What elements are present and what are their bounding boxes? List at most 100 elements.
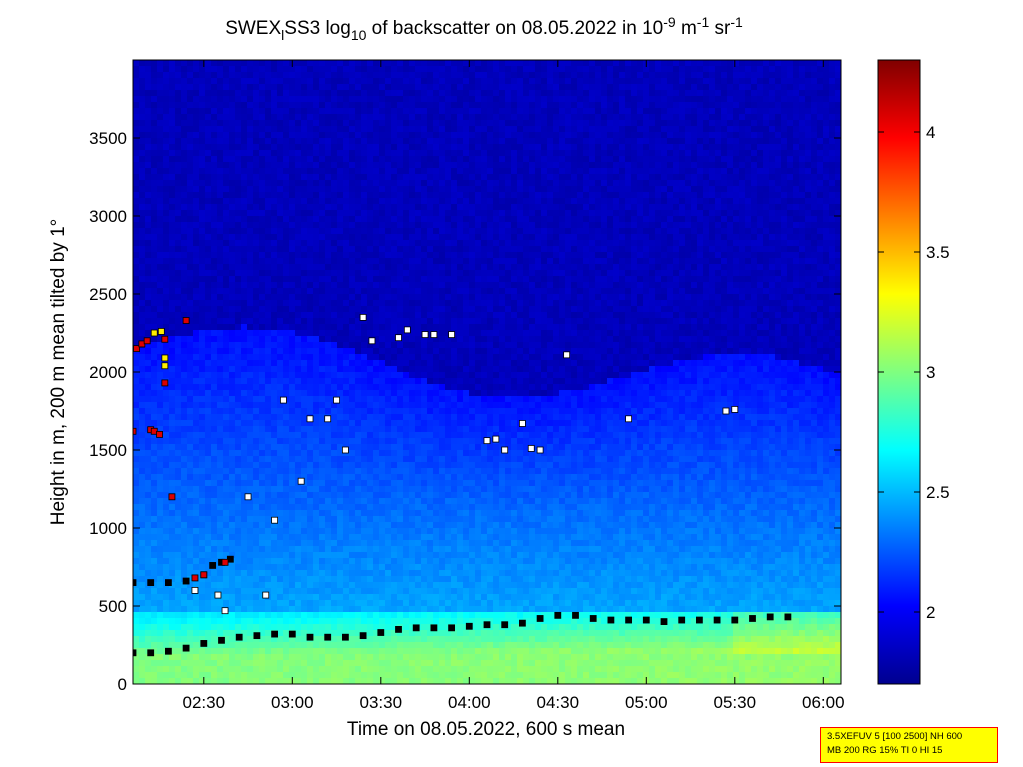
heatmap-cell: [751, 96, 758, 103]
heatmap-cell: [811, 144, 818, 151]
heatmap-cell: [157, 222, 164, 229]
heatmap-cell: [559, 192, 566, 199]
heatmap-cell: [211, 156, 218, 163]
heatmap-cell: [193, 72, 200, 79]
heatmap-cell: [247, 90, 254, 97]
heatmap-cell: [343, 60, 350, 67]
heatmap-cell: [343, 96, 350, 103]
heatmap-cell: [511, 174, 518, 181]
heatmap-cell: [757, 270, 764, 277]
heatmap-cell: [787, 198, 794, 205]
heatmap-cell: [529, 288, 536, 295]
heatmap-cell: [751, 84, 758, 91]
heatmap-cell: [163, 114, 170, 121]
heatmap-cell: [661, 204, 668, 211]
heatmap-cell: [451, 288, 458, 295]
heatmap-cell: [133, 120, 140, 127]
heatmap-cell: [145, 114, 152, 121]
heatmap-cell: [655, 126, 662, 133]
heatmap-cell: [583, 108, 590, 115]
heatmap-cell: [229, 72, 236, 79]
heatmap-cell: [433, 138, 440, 145]
heatmap-cell: [805, 78, 812, 85]
heatmap-cell: [673, 72, 680, 79]
heatmap-cell: [253, 240, 260, 247]
heatmap-cell: [409, 138, 416, 145]
heatmap-cell: [379, 228, 386, 235]
heatmap-cell: [715, 114, 722, 121]
heatmap-cell: [295, 288, 302, 295]
heatmap-cell: [697, 114, 704, 121]
heatmap-cell: [667, 282, 674, 289]
heatmap-cell: [595, 174, 602, 181]
heatmap-cell: [763, 300, 770, 307]
heatmap-cell: [547, 306, 554, 313]
heatmap-cell: [463, 198, 470, 205]
heatmap-cell: [781, 288, 788, 295]
heatmap-cell: [469, 120, 476, 127]
heatmap-cell: [559, 96, 566, 103]
heatmap-cell: [253, 198, 260, 205]
heatmap-cell: [799, 198, 806, 205]
heatmap-cell: [727, 198, 734, 205]
heatmap-cell: [211, 294, 218, 301]
heatmap-cell: [709, 228, 716, 235]
heatmap-cell: [367, 198, 374, 205]
heatmap-cell: [499, 144, 506, 151]
heatmap-cell: [163, 78, 170, 85]
heatmap-cell: [283, 108, 290, 115]
heatmap-cell: [451, 96, 458, 103]
heatmap-cell: [241, 138, 248, 145]
heatmap-cell: [823, 96, 830, 103]
heatmap-cell: [199, 180, 206, 187]
heatmap-cell: [697, 300, 704, 307]
heatmap-cell: [739, 240, 746, 247]
heatmap-cell: [541, 264, 548, 271]
heatmap-cell: [295, 192, 302, 199]
heatmap-cell: [439, 132, 446, 139]
heatmap-cell: [187, 72, 194, 79]
heatmap-cell: [349, 294, 356, 301]
heatmap-cell: [385, 102, 392, 109]
heatmap-cell: [583, 96, 590, 103]
heatmap-cell: [637, 234, 644, 241]
heatmap-cell: [817, 282, 824, 289]
heatmap-cell: [295, 120, 302, 127]
heatmap-cell: [235, 282, 242, 289]
heatmap-cell: [703, 150, 710, 157]
heatmap-cell: [445, 306, 452, 313]
heatmap-cell: [211, 312, 218, 319]
heatmap-cell: [727, 234, 734, 241]
heatmap-cell: [433, 216, 440, 223]
heatmap-cell: [781, 132, 788, 139]
heatmap-cell: [307, 60, 314, 67]
heatmap-cell: [709, 186, 716, 193]
heatmap-cell: [307, 126, 314, 133]
heatmap-cell: [553, 66, 560, 73]
heatmap-cell: [577, 240, 584, 247]
heatmap-cell: [199, 96, 206, 103]
heatmap-cell: [715, 180, 722, 187]
heatmap-cell: [433, 234, 440, 241]
heatmap-cell: [685, 78, 692, 85]
heatmap-cell: [409, 222, 416, 229]
heatmap-cell: [475, 108, 482, 115]
heatmap-cell: [499, 198, 506, 205]
heatmap-cell: [409, 126, 416, 133]
heatmap-cell: [253, 294, 260, 301]
heatmap-cell: [757, 198, 764, 205]
heatmap-cell: [781, 222, 788, 229]
heatmap-cell: [625, 258, 632, 265]
heatmap-cell: [301, 72, 308, 79]
heatmap-cell: [769, 300, 776, 307]
heatmap-cell: [577, 102, 584, 109]
heatmap-cell: [757, 204, 764, 211]
heatmap-cell: [235, 162, 242, 169]
heatmap-cell: [421, 240, 428, 247]
heatmap-cell: [181, 174, 188, 181]
heatmap-cell: [523, 150, 530, 157]
heatmap-cell: [619, 114, 626, 121]
heatmap-cell: [439, 252, 446, 259]
heatmap-cell: [661, 126, 668, 133]
heatmap-cell: [625, 72, 632, 79]
